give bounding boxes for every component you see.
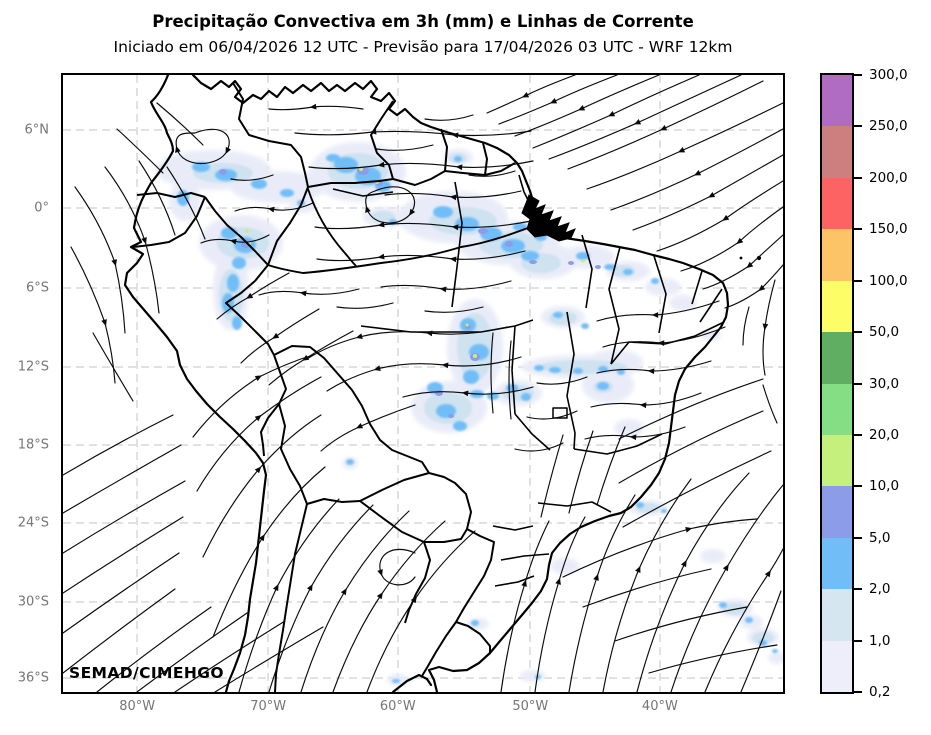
x-axis-tick: 50°W [512,699,549,714]
colorbar-tick-label: 50,0 [869,324,900,341]
y-axis-tick: 30°S [17,594,49,610]
colorbar-tick-label: 1,0 [869,632,891,649]
y-axis-tick-labels: 6°N 0° 6°S 12°S 18°S 24°S 30°S 36°S [0,75,55,692]
colorbar-tick-mark [852,279,862,282]
colorbar-segment [822,75,852,127]
page-title: Precipitação Convectiva em 3h (mm) e Lin… [152,12,694,31]
y-axis-tick: 24°S [17,515,49,531]
colorbar-tick-mark [852,485,862,488]
colorbar-segment [822,177,852,230]
colorbar [820,73,854,694]
colorbar-tick-label: 300,0 [869,67,908,83]
colorbar-segment [822,383,852,435]
y-axis-tick: 12°S [17,359,49,375]
colorbar-tick-label: 5,0 [869,529,891,546]
streamlines [63,75,783,692]
colorbar-tick-mark [852,588,862,591]
colorbar-tick-mark [852,639,862,642]
colorbar-tick-mark [852,382,862,385]
colorbar-tick-label: 100,0 [869,272,908,289]
colorbar-tick-mark [852,536,862,539]
colorbar-tick-label: 0,2 [869,684,891,700]
colorbar-segment [822,640,852,693]
page-subtitle: Iniciado em 06/04/2026 12 UTC - Previsão… [113,38,733,56]
colorbar-tick-label: 2,0 [869,581,891,598]
coastline [123,75,730,692]
colorbar-tick-label: 250,0 [869,118,908,135]
colorbar-tick-mark [852,176,862,179]
y-axis-tick: 36°S [17,670,49,686]
colorbar-tick-mark [852,433,862,436]
atlantic-islands [739,255,762,261]
colorbar-tick-label: 10,0 [869,478,900,495]
colorbar-tick-label: 150,0 [869,221,908,238]
colorbar-segment [822,537,852,590]
colorbar-segment [822,126,852,178]
colorbar-tick-mark [852,331,862,334]
state-borders [332,174,725,587]
colorbar-tick-mark [852,125,862,128]
colorbar-segment [822,229,852,281]
x-axis-tick: 40°W [641,699,678,714]
colorbar-segment [822,589,852,641]
x-axis-tick-labels: 80°W 70°W 60°W 50°W 40°W [63,699,783,719]
map-plot-area: SEMAD/CIMEHGO [61,73,785,694]
amazon-mouth-delta [521,194,576,242]
y-axis-tick: 18°S [17,437,49,453]
y-axis-tick: 6°N [24,122,50,138]
amazon-river [267,188,542,274]
colorbar-segment [822,280,852,333]
y-axis-tick: 6°S [25,280,49,296]
map-graphic [63,75,783,692]
x-axis-tick: 60°W [379,699,416,714]
colorbar-tick-marks [852,74,862,693]
y-axis-tick: 0° [34,200,49,216]
colorbar-tick-mark [852,228,862,231]
colorbar-tick-labels: 0,2 1,0 2,0 5,0 10,0 20,0 30,0 50,0 100,0 150,0 20… [869,67,927,700]
colorbar-segment [822,332,852,384]
colorbar-tick-label: 30,0 [869,375,900,392]
colorbar-tick-label: 200,0 [869,169,908,186]
colorbar-tick-label: 20,0 [869,426,900,443]
x-axis-tick: 80°W [119,699,156,714]
x-axis-tick: 70°W [250,699,287,714]
colorbar-tick-mark [852,74,862,76]
colorbar-segment [822,434,852,487]
colorbar-tick-mark [852,691,862,693]
colorbar-segment [822,486,852,538]
watermark-label: SEMAD/CIMEHGO [69,664,224,682]
